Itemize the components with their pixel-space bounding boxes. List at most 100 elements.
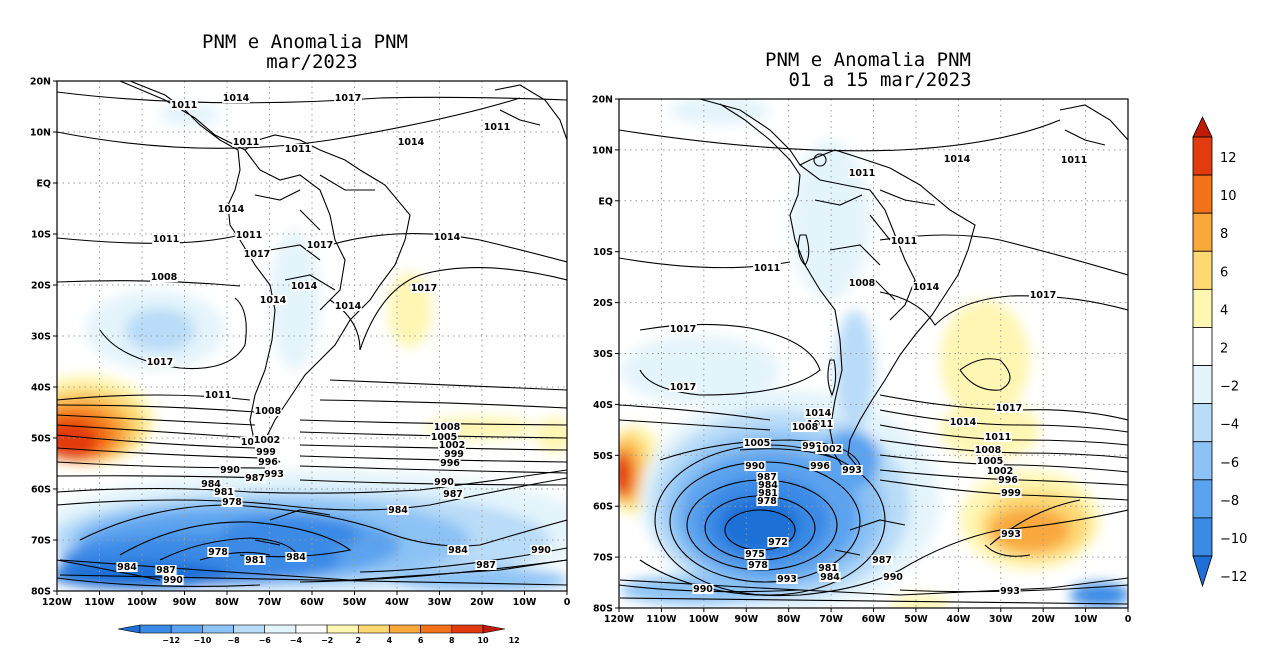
lat-tick-label: 70S xyxy=(31,536,51,547)
lat-tick-label: 10S xyxy=(31,230,51,241)
lat-tick-label: 80S xyxy=(593,604,613,615)
contour-label: 1011 xyxy=(483,122,511,133)
contour-label-text: 987 xyxy=(245,473,265,484)
contour-label-text: 1008 xyxy=(434,422,461,433)
contour-label: 990 xyxy=(530,545,552,556)
contour-label-text: 1014 xyxy=(223,93,250,104)
contour-label-text: 1011 xyxy=(1061,155,1087,166)
contour-label-text: 1014 xyxy=(260,295,287,306)
lat-tick-label: 30S xyxy=(31,332,51,343)
colorbar-tick-label: −2 xyxy=(1220,380,1239,395)
colorbar-tick-label: 8 xyxy=(1220,227,1228,242)
lon-tick-label: 50W xyxy=(904,614,928,625)
contour-label-text: 1002 xyxy=(254,435,280,446)
contour-label: 1008 xyxy=(254,406,282,417)
lon-tick-label: 50W xyxy=(343,597,367,608)
contour-label-text: 1014 xyxy=(913,282,940,293)
lat-tick-label: 30S xyxy=(593,349,613,360)
hcolorbar-tick-label: 4 xyxy=(387,636,393,645)
contour-label-text: 1008 xyxy=(975,445,1002,456)
contour-label-text: 984 xyxy=(758,480,778,491)
contour-label: 996 xyxy=(809,461,831,472)
contour-label: 1011 xyxy=(753,263,781,274)
contour-label: 987 xyxy=(244,473,266,484)
lon-tick-label: 120W xyxy=(604,614,635,625)
contour-label-text: 996 xyxy=(258,457,278,468)
left-title-line2: mar/2023 xyxy=(266,51,358,73)
hcolorbar-tick-label: 12 xyxy=(509,636,520,645)
contour-label: 987 xyxy=(475,560,497,571)
contour-label: 1011 xyxy=(170,100,198,111)
colorbar-tick-label: −6 xyxy=(1220,456,1239,471)
contour-label-text: 978 xyxy=(748,560,768,571)
lat-tick-label: 80S xyxy=(31,587,51,598)
lon-tick-label: 70W xyxy=(819,614,843,625)
contour-label: 1014 xyxy=(290,281,318,292)
contour-label-text: 990 xyxy=(163,575,183,586)
contour-label: 993 xyxy=(999,586,1021,597)
contour-label-text: 1002 xyxy=(987,466,1013,477)
contour-label: 1017 xyxy=(410,283,438,294)
lat-tick-label: 10N xyxy=(30,128,51,139)
contour-label: 1014 xyxy=(222,93,250,104)
colorbar-tick-label: 6 xyxy=(1220,265,1228,280)
lon-tick-label: 10W xyxy=(513,597,537,608)
contour-label: 1011 xyxy=(232,137,260,148)
contour-label: 1008 xyxy=(433,422,461,433)
contour-label-text: 999 xyxy=(444,449,464,460)
hcolorbar-right-triangle xyxy=(482,624,506,634)
contour-label-text: 996 xyxy=(810,461,830,472)
hcolorbar-segment xyxy=(389,624,421,634)
contour-label-text: 1011 xyxy=(285,144,311,155)
contour-label-text: 990 xyxy=(745,461,765,472)
lon-tick-label: 30W xyxy=(989,614,1013,625)
contour-label-text: 1005 xyxy=(744,438,770,449)
hcolorbar-tick-label: 8 xyxy=(449,636,455,645)
contour-label: 993 xyxy=(776,574,798,585)
contour-label: 990 xyxy=(882,572,904,583)
contour-label: 1008 xyxy=(974,445,1002,456)
contour-label-text: 981 xyxy=(818,563,838,574)
contour-label-text: 984 xyxy=(820,572,840,583)
left-map-panel: PNM e Anomalia PNM mar/2023 xyxy=(30,31,571,608)
horizontal-colorbar: −12 −10 −8 −6 −4 −2 2 4 6 8 10 12 xyxy=(117,624,520,645)
contour-label-text: 987 xyxy=(443,489,463,500)
hcolorbar-segment xyxy=(357,624,390,634)
lon-tick-label: 120W xyxy=(42,597,73,608)
lat-tick-label: 20S xyxy=(593,298,613,309)
contour-label: 1002 xyxy=(438,440,466,451)
contour-label-text: 972 xyxy=(768,537,788,548)
contour-label-text: 990 xyxy=(220,465,240,476)
lon-tick-label: 100W xyxy=(689,614,720,625)
contour-label-text: 1008 xyxy=(151,272,178,283)
contour-label-text: 990 xyxy=(434,477,454,488)
contour-label-text: 1017 xyxy=(244,249,270,260)
contour-label: 984 xyxy=(116,562,138,573)
contour-label: 978 xyxy=(207,547,229,558)
contour-label: 1005 xyxy=(976,456,1004,467)
contour-label: 990 xyxy=(692,584,714,595)
lat-tick-label: 70S xyxy=(593,553,613,564)
contour-label-text: 1017 xyxy=(335,93,361,104)
contour-label: 987 xyxy=(442,489,464,500)
contour-label: 984 xyxy=(447,545,469,556)
contour-label: 1017 xyxy=(146,357,174,368)
contour-label-text: 1002 xyxy=(816,444,842,455)
contour-label-text: 975 xyxy=(745,549,765,560)
contour-label-text: 1014 xyxy=(398,137,425,148)
contour-label-text: 1005 xyxy=(431,432,457,443)
colorbar-segment xyxy=(1192,212,1213,252)
contour-label-text: 1017 xyxy=(670,382,696,393)
contour-label: 1017 xyxy=(243,249,271,260)
contour-label: 993 xyxy=(263,469,285,480)
contour-label: 1014 xyxy=(397,137,425,148)
contour-label-text: 1011 xyxy=(233,137,259,148)
contour-label-text: 1011 xyxy=(484,122,510,133)
lon-tick-label: 110W xyxy=(84,597,115,608)
left-anomaly-shading xyxy=(57,81,567,591)
lon-tick-label: 60W xyxy=(862,614,886,625)
colorbar-segment xyxy=(1192,365,1213,405)
contour-label: 978 xyxy=(221,497,243,508)
hcolorbar-segment xyxy=(420,624,453,634)
contour-label: 990 xyxy=(744,461,766,472)
